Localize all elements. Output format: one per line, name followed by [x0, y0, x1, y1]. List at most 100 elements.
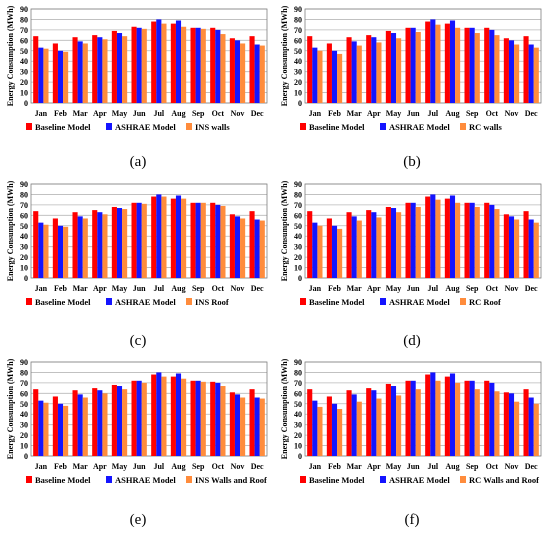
panel-caption-d: (d) [403, 333, 421, 349]
bar-ashrae [469, 202, 475, 278]
bar-ashrae [57, 403, 64, 456]
bar-baseline [385, 206, 391, 278]
bar-ashrae [390, 33, 397, 103]
bar-variant [240, 43, 246, 103]
bar-variant [63, 226, 69, 278]
bar-ashrae [254, 219, 260, 278]
x-tick-label: Jul [153, 462, 164, 471]
y-tick-label: 70 [20, 379, 28, 388]
x-tick-label: Mar [73, 284, 89, 293]
bar-baseline [425, 21, 431, 103]
bar-ashrae [469, 380, 475, 456]
bar-variant [240, 218, 246, 278]
legend-swatch-variant [460, 123, 466, 130]
bar-ashrae [254, 397, 260, 456]
bar-baseline [385, 383, 391, 456]
bar-baseline [190, 202, 196, 278]
x-tick-label: May [386, 284, 402, 293]
y-tick-label: 40 [20, 57, 28, 66]
bar-variant [396, 38, 402, 103]
bar-variant [141, 382, 147, 456]
bar-baseline [249, 389, 255, 456]
y-tick-label: 30 [294, 421, 302, 430]
y-tick-label: 10 [294, 442, 302, 451]
bar-ashrae [136, 27, 142, 103]
bar-variant [474, 206, 480, 278]
y-tick-label: 60 [20, 36, 28, 45]
x-tick-label: Sep [192, 462, 205, 471]
x-tick-label: May [112, 462, 128, 471]
x-tick-label: Nov [231, 462, 245, 471]
bar-variant [376, 398, 382, 456]
y-tick-label: 50 [20, 47, 28, 56]
y-tick-label: 70 [294, 379, 302, 388]
x-tick-label: Feb [54, 284, 67, 293]
bar-variant [220, 34, 226, 103]
x-tick-label: Aug [171, 109, 185, 118]
y-tick-label: 80 [294, 15, 302, 24]
bar-ashrae [449, 195, 456, 278]
bar-ashrae [528, 219, 534, 278]
legend-swatch-ashrae [380, 298, 386, 305]
x-tick-label: Sep [192, 109, 205, 118]
bar-ashrae [331, 225, 338, 278]
legend-swatch-baseline [300, 123, 306, 130]
y-tick-label: 50 [20, 400, 28, 409]
bar-variant [356, 220, 362, 278]
bar-ashrae [97, 212, 103, 278]
bar-ashrae [331, 50, 338, 103]
legend-label-ashrae: ASHRAE Model [115, 297, 176, 307]
x-tick-label: Aug [445, 284, 459, 293]
bar-baseline [72, 37, 78, 104]
bar-baseline [523, 389, 529, 456]
y-tick-label: 10 [20, 442, 28, 451]
legend-swatch-ashrae [380, 123, 386, 130]
bar-baseline [249, 36, 255, 103]
bar-baseline [33, 36, 39, 103]
bar-variant [356, 401, 362, 456]
legend-swatch-ashrae [380, 476, 386, 483]
x-tick-label: Jun [133, 462, 146, 471]
y-tick-label: 60 [294, 389, 302, 398]
legend-label-variant: RC Walls and Roof [469, 475, 539, 485]
bar-ashrae [234, 216, 241, 278]
bar-ashrae [97, 37, 103, 104]
legend-swatch-baseline [26, 123, 32, 130]
bar-ashrae [489, 29, 495, 104]
y-tick-label: 40 [294, 57, 302, 66]
bar-variant [220, 386, 226, 456]
y-tick-label: 90 [294, 180, 302, 189]
bar-ashrae [430, 19, 436, 104]
plot-frame [304, 8, 542, 104]
bar-variant [455, 27, 461, 103]
y-tick-label: 70 [20, 26, 28, 35]
y-tick-label: 20 [294, 253, 302, 262]
bar-variant [435, 24, 441, 104]
bar-ashrae [116, 208, 123, 278]
bar-variant [415, 206, 421, 278]
bar-variant [474, 33, 480, 103]
bar-variant [161, 376, 167, 456]
bar-ashrae [508, 40, 515, 103]
bar-baseline [190, 380, 196, 456]
legend-label-variant: INS walls [195, 122, 230, 132]
x-tick-label: Mar [73, 109, 89, 118]
bar-baseline [131, 26, 137, 104]
bar-variant [122, 36, 128, 103]
x-tick-label: Jul [427, 109, 438, 118]
bar-variant [259, 45, 265, 103]
bar-variant [181, 198, 187, 278]
bar-variant [494, 209, 500, 278]
bar-baseline [190, 27, 196, 103]
x-tick-label: Nov [505, 109, 519, 118]
legend-label-baseline: Baseline Model [35, 297, 91, 307]
y-tick-label: 40 [294, 410, 302, 419]
y-tick-label: 80 [20, 368, 28, 377]
y-tick-label: 90 [20, 358, 28, 367]
y-tick-label: 10 [294, 89, 302, 98]
y-tick-label: 10 [20, 264, 28, 273]
bar-baseline [326, 396, 332, 456]
bar-variant [514, 401, 520, 456]
